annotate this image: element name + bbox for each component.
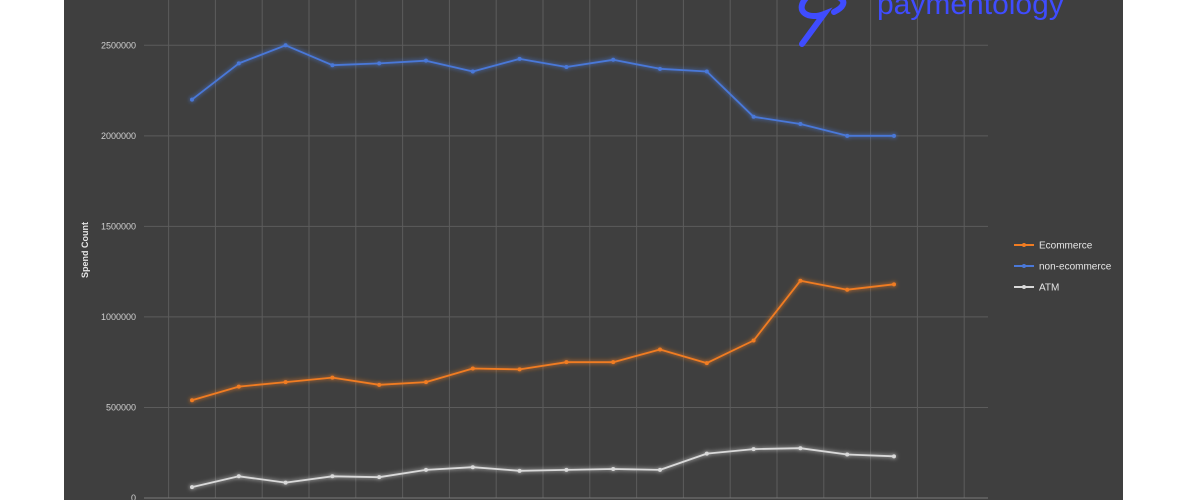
data-point-non-ecommerce [798, 122, 803, 127]
data-point-non-ecommerce [704, 69, 709, 74]
data-point-non-ecommerce [517, 56, 522, 61]
data-point-atm [377, 475, 382, 480]
data-point-non-ecommerce [470, 69, 475, 74]
y-tick-label: 0 [131, 493, 136, 500]
data-point-ecommerce [798, 278, 803, 283]
data-point-atm [892, 454, 896, 459]
legend-marker [1022, 285, 1026, 289]
legend-label: non-ecommerce [1039, 262, 1112, 273]
data-point-atm [798, 446, 803, 451]
data-point-atm [330, 474, 335, 479]
data-point-non-ecommerce [236, 61, 241, 66]
data-point-ecommerce [704, 361, 709, 366]
legend: Ecommerce non-ecommerce ATM [1014, 241, 1112, 294]
logo: paymentology [798, 0, 1064, 47]
data-point-ecommerce [751, 338, 756, 343]
legend-marker [1022, 264, 1026, 268]
y-tick-label: 1000000 [101, 312, 136, 322]
logo-text: paymentology [877, 0, 1064, 21]
data-point-atm [517, 468, 522, 473]
y-axis-title: Spend Count [80, 222, 90, 278]
data-point-atm [704, 451, 709, 456]
data-point-atm [611, 467, 616, 472]
data-point-non-ecommerce [658, 66, 662, 71]
data-point-ecommerce [564, 360, 569, 365]
series-line-non-ecommerce [191, 44, 894, 137]
data-point-ecommerce [611, 360, 616, 365]
data-point-non-ecommerce [751, 114, 756, 119]
data-point-ecommerce [283, 380, 288, 385]
data-point-ecommerce [236, 384, 241, 389]
data-point-non-ecommerce [283, 43, 288, 48]
data-point-ecommerce [892, 282, 896, 287]
legend-item-ecommerce: Ecommerce [1014, 241, 1093, 252]
data-point-non-ecommerce [892, 133, 896, 138]
legend-item-atm: ATM [1014, 283, 1059, 294]
data-point-atm [424, 467, 428, 472]
series-line-atm [191, 447, 895, 488]
data-point-ecommerce [658, 347, 662, 352]
y-tick-label: 2000000 [101, 131, 136, 141]
series-non-ecommerce [190, 43, 896, 138]
y-tick-label: 500000 [106, 402, 136, 412]
y-tick-label: 1500000 [101, 221, 136, 231]
gridlines [144, 0, 988, 499]
data-point-atm [751, 447, 756, 452]
data-point-atm [564, 467, 569, 472]
line-chart: 0 500000 1000000 1500000 2000000 2500000 Spen… [80, 0, 1112, 500]
data-point-ecommerce [470, 366, 475, 371]
data-point-non-ecommerce [377, 61, 382, 66]
data-point-atm [658, 467, 662, 472]
series-ecommerce [190, 278, 896, 403]
logo-mark-icon [798, 0, 847, 47]
data-point-non-ecommerce [611, 57, 616, 62]
legend-item-non-ecommerce: non-ecommerce [1014, 262, 1112, 273]
data-point-ecommerce [845, 287, 850, 292]
y-axis-ticks: 0 500000 1000000 1500000 2000000 2500000 [101, 40, 136, 500]
legend-marker [1022, 243, 1026, 247]
legend-label: Ecommerce [1039, 241, 1093, 252]
data-point-ecommerce [190, 398, 194, 403]
series-atm [190, 446, 896, 490]
series-line-ecommerce [191, 279, 895, 402]
data-point-atm [236, 474, 241, 479]
data-point-non-ecommerce [424, 58, 428, 63]
series-lines [190, 43, 896, 490]
data-point-non-ecommerce [564, 65, 569, 70]
chart-panel: 0 500000 1000000 1500000 2000000 2500000 Spen… [64, 0, 1123, 500]
data-point-ecommerce [330, 375, 335, 380]
data-point-atm [845, 452, 850, 457]
data-point-atm [190, 485, 194, 490]
data-point-ecommerce [377, 382, 382, 387]
legend-label: ATM [1039, 283, 1059, 294]
data-point-atm [470, 465, 475, 470]
data-point-non-ecommerce [845, 133, 850, 138]
data-point-non-ecommerce [190, 97, 194, 102]
data-point-atm [283, 480, 288, 485]
data-point-non-ecommerce [330, 63, 335, 68]
y-tick-label: 2500000 [101, 40, 136, 50]
data-point-ecommerce [424, 380, 428, 385]
data-point-ecommerce [517, 367, 522, 372]
